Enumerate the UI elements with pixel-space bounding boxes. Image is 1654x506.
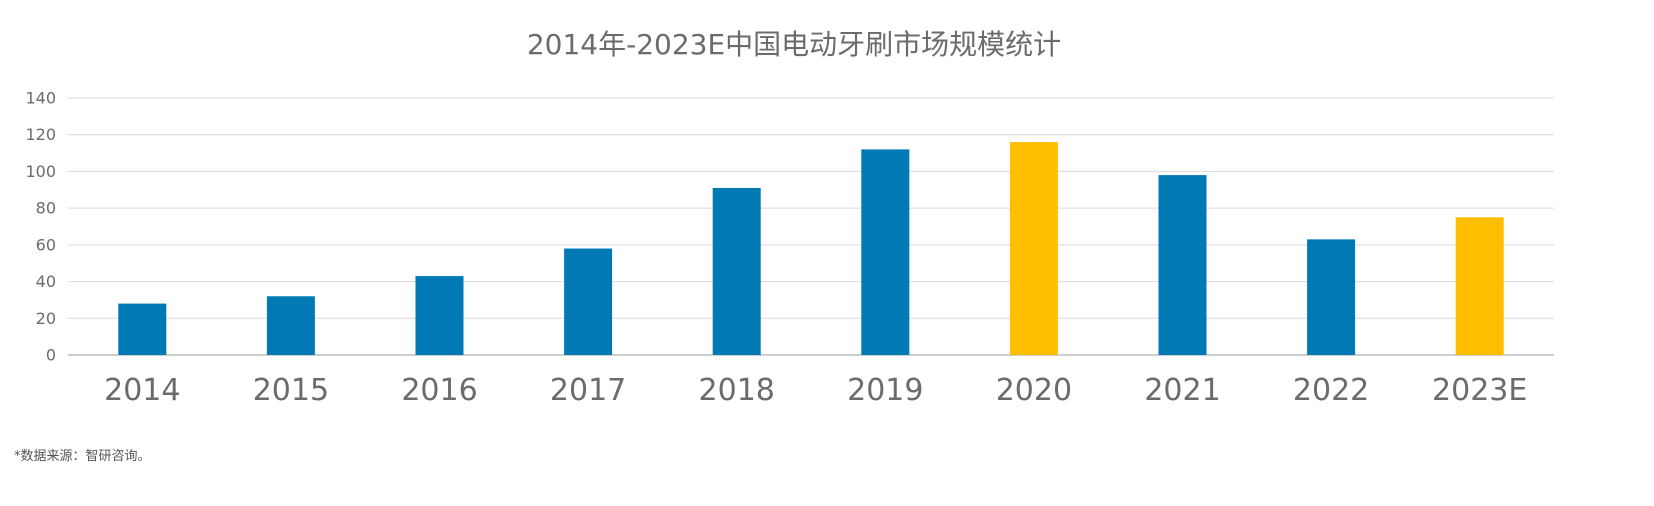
y-tick-label: 20 (36, 309, 56, 328)
y-tick-label: 120 (25, 125, 56, 144)
x-axis: 2014 2015 2016 2017 2018 2019 2020 2021 2022 2023… (104, 373, 1527, 408)
chart-title: 2014年-2023E中国电动牙刷市场规模统计 (527, 28, 1061, 61)
bars (118, 142, 1504, 355)
x-tick-label: 2019 (847, 373, 923, 408)
x-tick-label: 2016 (401, 373, 477, 408)
y-tick-label: 0 (46, 346, 56, 365)
source-note: *数据来源：智研咨询。 (14, 449, 151, 464)
y-tick-label: 60 (36, 235, 56, 254)
x-tick-label: 2017 (550, 373, 626, 408)
x-tick-label: 2014 (104, 373, 180, 408)
bar-2021 (1158, 175, 1207, 355)
bar-2019 (861, 149, 910, 355)
bar-2020 (1009, 142, 1058, 355)
x-tick-label: 2022 (1293, 373, 1369, 408)
y-tick-label: 40 (36, 272, 56, 291)
bar-2023E (1455, 217, 1504, 355)
bar-2014 (118, 303, 167, 355)
y-axis: 0 20 40 60 80 100 120 140 (25, 89, 56, 365)
x-tick-label: 2023E (1432, 373, 1527, 408)
x-tick-label: 2021 (1144, 373, 1220, 408)
y-tick-label: 80 (36, 199, 56, 218)
bar-2022 (1307, 239, 1356, 355)
bar-2017 (564, 248, 613, 355)
bar-2016 (415, 276, 464, 355)
x-tick-label: 2018 (699, 373, 775, 408)
y-tick-label: 100 (25, 162, 56, 181)
y-tick-label: 140 (25, 89, 56, 108)
bar-2018 (712, 187, 761, 355)
grid-layer (68, 97, 1554, 356)
bar-2015 (266, 296, 315, 355)
x-tick-label: 2020 (996, 373, 1072, 408)
x-tick-label: 2015 (253, 373, 329, 408)
